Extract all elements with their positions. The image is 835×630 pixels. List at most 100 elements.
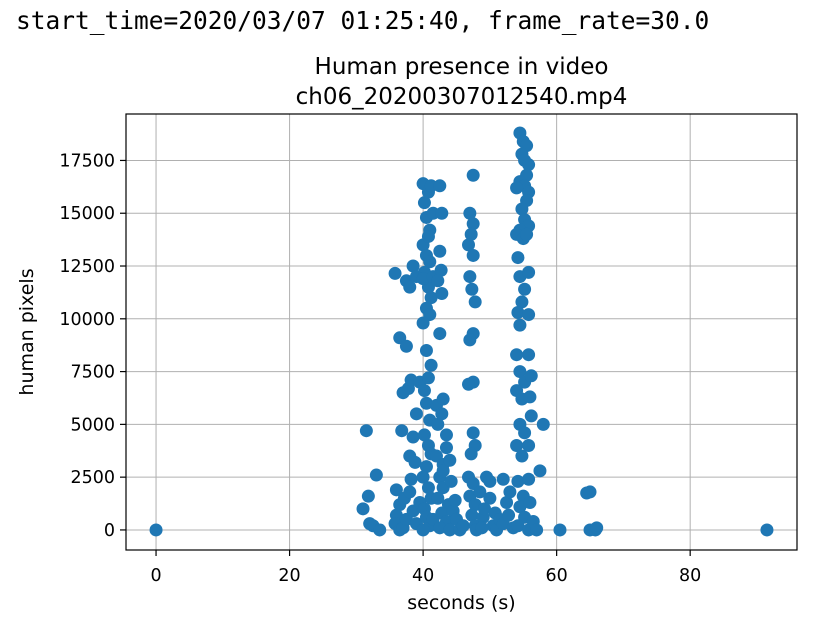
data-point: [518, 282, 532, 296]
data-point: [523, 390, 537, 404]
data-point: [409, 407, 423, 421]
data-point: [421, 371, 435, 385]
data-point: [436, 464, 450, 478]
data-point: [522, 308, 536, 322]
y-tick-label: 7500: [70, 363, 115, 383]
data-point: [389, 483, 403, 497]
data-point: [435, 206, 449, 220]
data-point: [406, 430, 420, 444]
data-point: [510, 438, 524, 452]
data-point: [478, 502, 492, 516]
data-point: [522, 265, 536, 279]
data-point: [513, 365, 527, 379]
axis-ticks: 0 20 40 60 80 0 2500 5000 7500 10000 12500 15000 175…: [59, 151, 701, 586]
data-point: [510, 348, 524, 362]
data-point: [369, 468, 383, 482]
data-point: [466, 426, 480, 440]
data-point: [373, 523, 387, 537]
data-point: [404, 472, 418, 486]
data-point: [520, 227, 534, 241]
data-point: [433, 179, 447, 193]
data-point: [503, 485, 517, 499]
data-point: [439, 441, 453, 455]
data-point: [511, 251, 525, 265]
data-point: [416, 470, 430, 484]
y-axis-label: human pixels: [16, 268, 38, 395]
x-tick-label: 60: [546, 566, 568, 586]
data-point: [361, 489, 375, 503]
data-point: [523, 495, 537, 509]
data-point: [463, 333, 477, 347]
data-point: [433, 244, 447, 258]
data-point: [463, 270, 477, 284]
data-point: [502, 508, 516, 522]
data-point: [444, 474, 458, 488]
data-point: [456, 519, 470, 533]
data-point: [431, 491, 445, 505]
y-tick-label: 10000: [59, 310, 115, 330]
data-point: [553, 523, 567, 537]
y-tick-label: 15000: [59, 204, 115, 224]
data-point: [388, 266, 402, 280]
data-point: [417, 196, 431, 210]
data-point: [356, 502, 370, 516]
data-point: [522, 438, 536, 452]
y-tick-label: 12500: [59, 257, 115, 277]
data-point: [511, 305, 525, 319]
grid-lines: [126, 114, 797, 550]
data-point: [483, 474, 497, 488]
data-point: [433, 327, 447, 341]
data-point: [403, 280, 417, 294]
data-point: [424, 291, 438, 305]
data-point: [395, 424, 409, 438]
data-point: [465, 282, 479, 296]
start-time-frame-rate-header: start_time=2020/03/07 01:25:40, frame_ra…: [16, 6, 710, 35]
data-point: [419, 343, 433, 357]
data-point: [462, 238, 476, 252]
data-point: [522, 348, 536, 362]
x-tick-label: 0: [150, 566, 161, 586]
x-tick-label: 80: [679, 566, 701, 586]
data-point: [431, 417, 445, 431]
data-point: [466, 168, 480, 182]
data-point: [416, 523, 430, 537]
data-point: [522, 158, 536, 172]
y-tick-label: 2500: [70, 468, 115, 488]
data-point: [149, 523, 163, 537]
data-point: [524, 369, 538, 383]
axes-frame: [125, 113, 798, 551]
data-point: [462, 377, 476, 391]
data-point: [408, 455, 422, 469]
data-point: [513, 318, 527, 332]
x-tick-label: 40: [412, 566, 434, 586]
chart-title-line-2: ch06_20200307012540.mp4: [296, 84, 628, 110]
data-point: [500, 495, 514, 509]
data-point: [760, 523, 774, 537]
data-point: [419, 396, 433, 410]
data-point: [533, 464, 547, 478]
data-point: [515, 202, 529, 216]
data-point: [434, 263, 448, 277]
data-point: [522, 472, 536, 486]
data-point: [518, 426, 532, 440]
data-point: [448, 493, 462, 507]
data-point: [524, 409, 538, 423]
y-tick-label: 17500: [59, 151, 115, 171]
data-point: [510, 181, 524, 195]
y-tick-label: 5000: [70, 415, 115, 435]
data-point: [435, 286, 449, 300]
data-point: [436, 392, 450, 406]
data-point: [515, 295, 529, 309]
data-point: [416, 272, 430, 286]
data-point: [433, 521, 447, 535]
data-point: [363, 517, 377, 531]
data-point: [473, 485, 487, 499]
data-point: [417, 428, 431, 442]
data-point: [416, 316, 430, 330]
data-point: [466, 248, 480, 262]
data-points: [149, 126, 774, 537]
data-point: [530, 523, 544, 537]
data-point: [496, 472, 510, 486]
data-point: [464, 227, 478, 241]
